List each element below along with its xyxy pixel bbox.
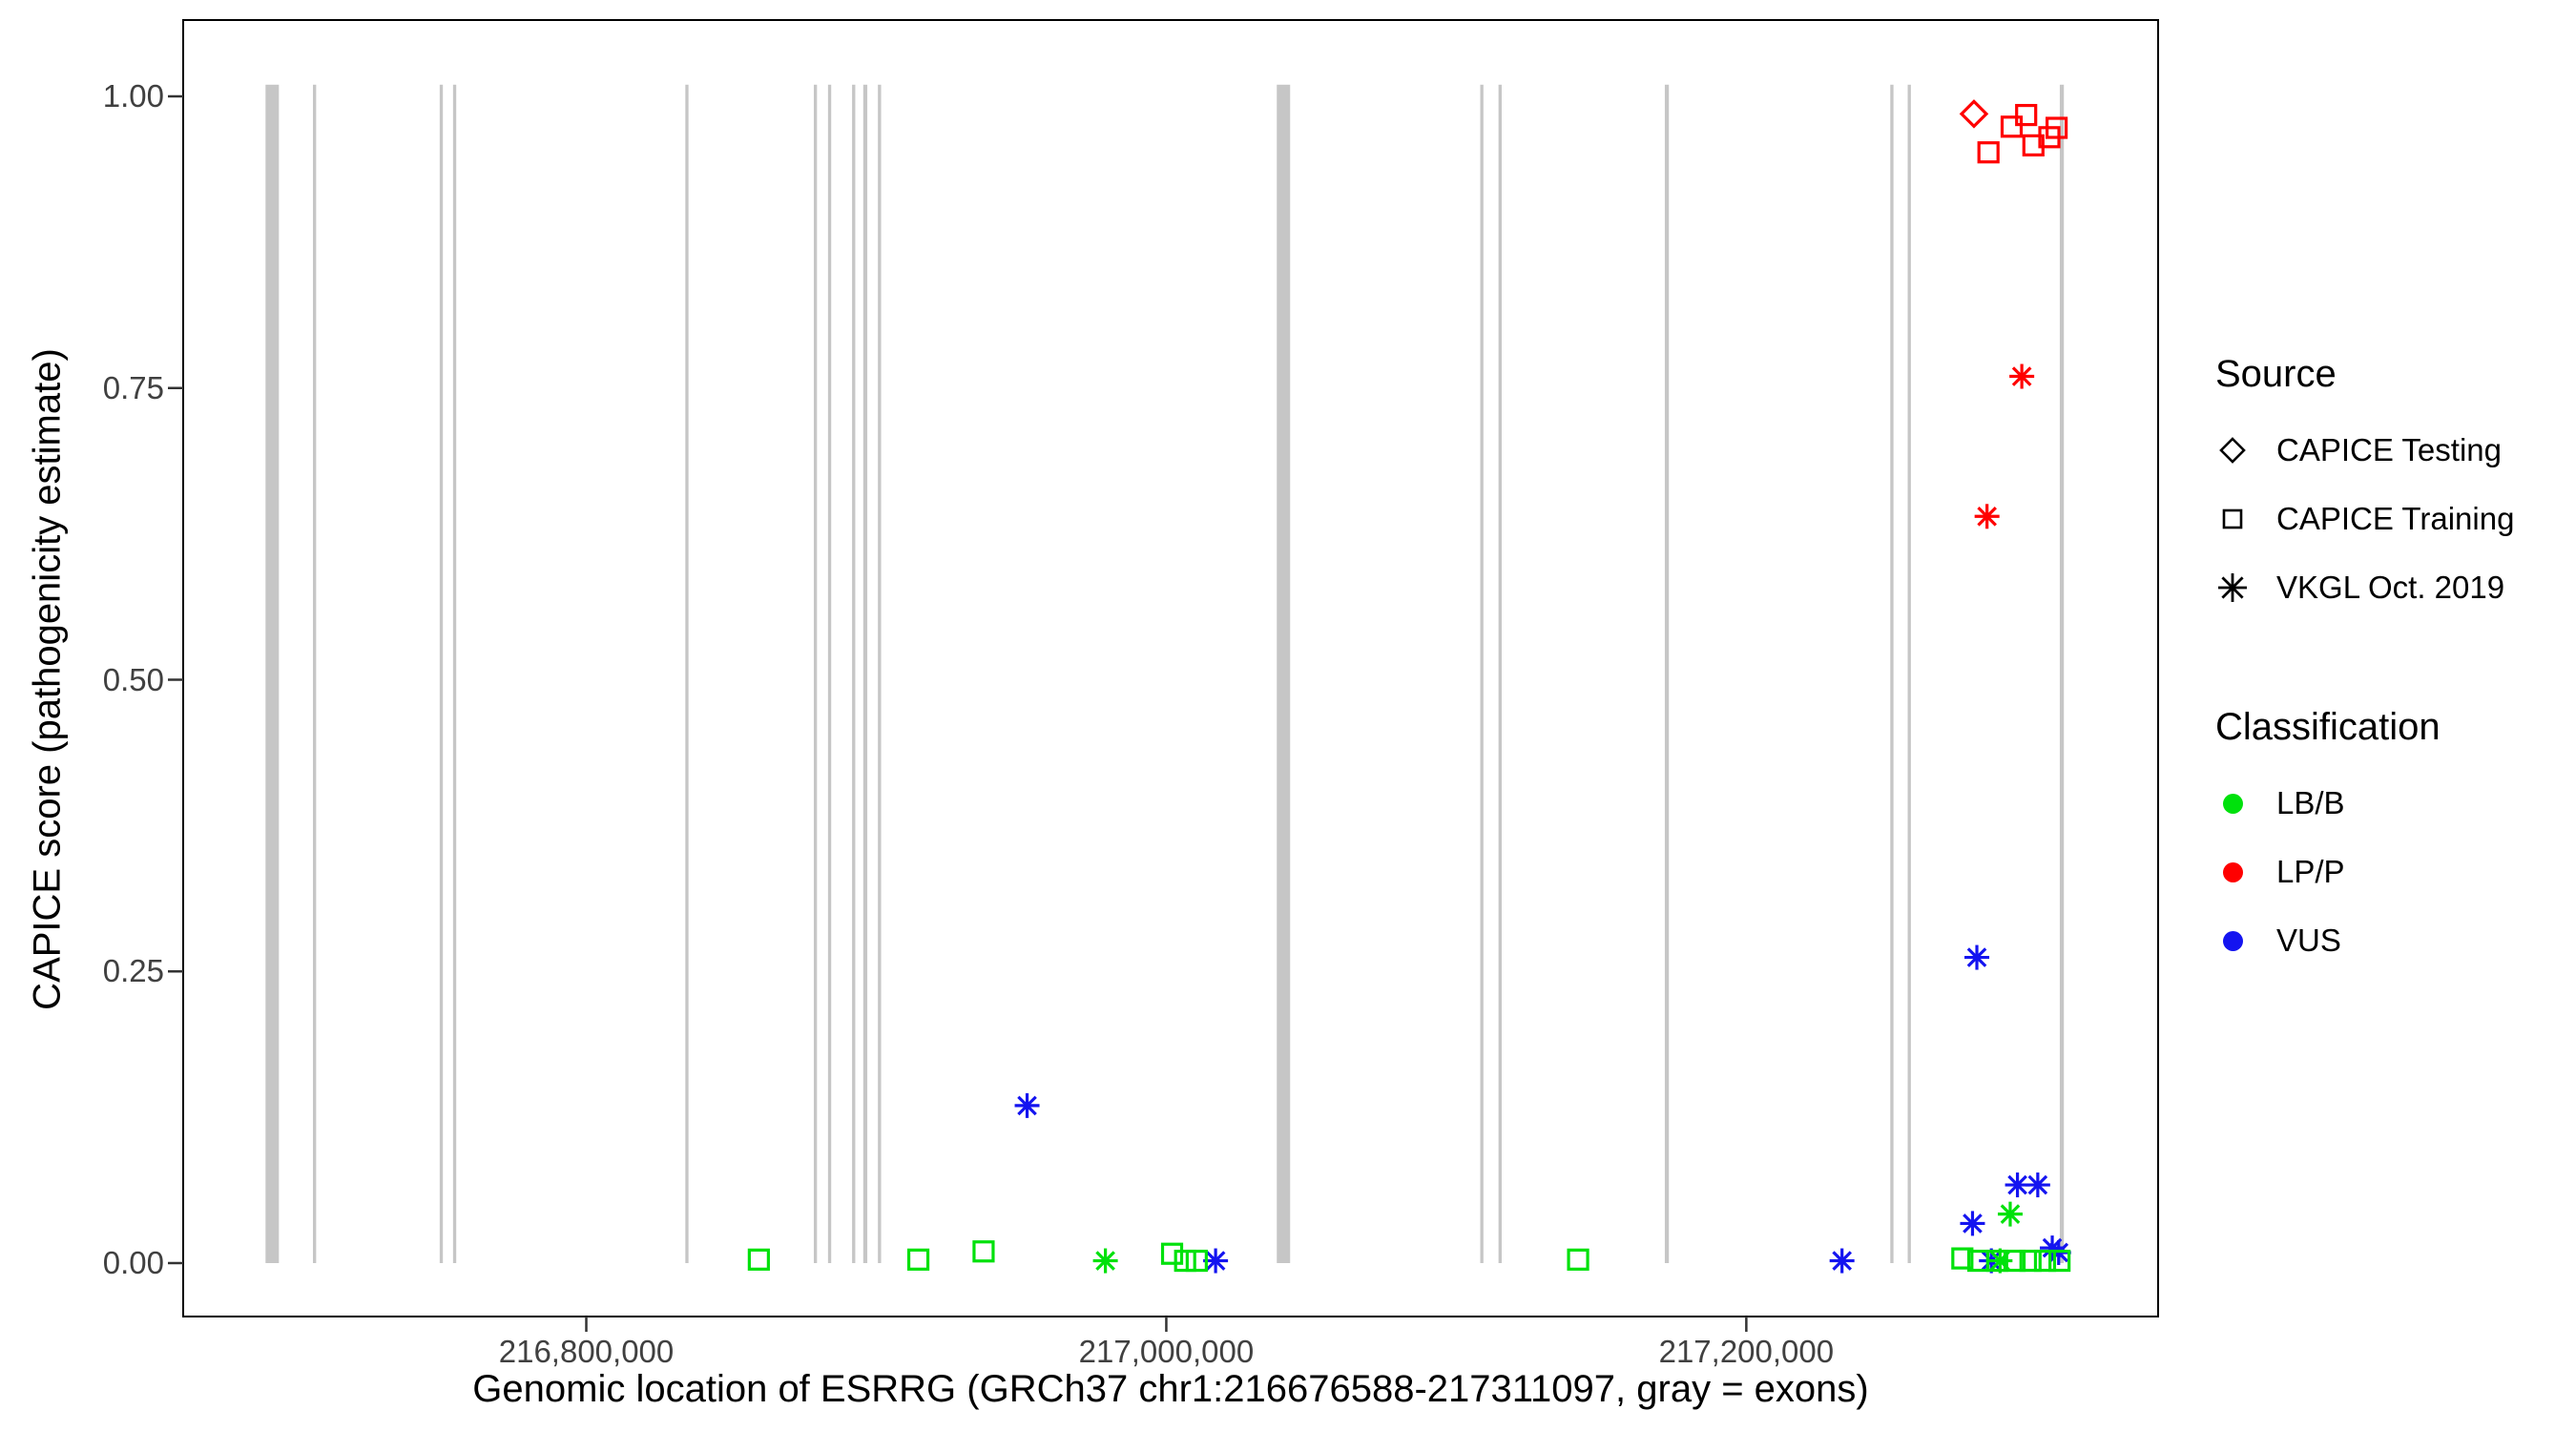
square-icon — [2215, 502, 2250, 536]
legend-title-classification: Classification — [2215, 706, 2441, 748]
exon-bar — [1907, 84, 1911, 1263]
exon-bar — [1664, 84, 1670, 1263]
data-point — [972, 1240, 995, 1263]
x-axis-title: Genomic location of ESRRG (GRCh37 chr1:2… — [472, 1368, 1869, 1410]
data-point — [2003, 1249, 2026, 1273]
y-tick-label: 0.50 — [102, 661, 164, 697]
blue-dot-icon — [2215, 923, 2250, 958]
exon-bar — [452, 84, 457, 1263]
data-point — [2000, 115, 2024, 138]
x-tick-label: 216,800,000 — [498, 1334, 675, 1369]
classification-dot — [2222, 793, 2243, 814]
green-dot-icon — [2215, 786, 2250, 820]
data-point — [1092, 1248, 1118, 1274]
legend-item-capice-testing: CAPICE Testing — [2215, 416, 2514, 485]
data-point — [1567, 1248, 1589, 1271]
exon-bar — [439, 84, 444, 1263]
legend-item-lbb: LB/B — [2215, 769, 2514, 838]
data-point — [747, 1248, 770, 1271]
data-point — [1974, 504, 2000, 529]
exon-bar — [1498, 84, 1502, 1263]
data-point — [2046, 116, 2068, 139]
data-point — [1960, 1211, 1985, 1236]
exon-bar — [313, 84, 317, 1263]
classification-dot — [2222, 930, 2243, 951]
legend-title-source: Source — [2215, 353, 2337, 395]
data-point — [1964, 944, 1990, 970]
y-tick-label: 0.75 — [102, 369, 164, 405]
exon-bar — [2059, 84, 2065, 1263]
data-point — [1997, 1201, 2023, 1227]
legend-label: CAPICE Testing — [2276, 432, 2502, 467]
legend-group-classification: Classification LB/B LP/P VUS — [2215, 704, 2514, 975]
y-tick-label: 1.00 — [102, 78, 164, 114]
exon-bar — [1890, 84, 1894, 1263]
data-point — [1160, 1242, 1184, 1265]
diamond-icon — [2215, 433, 2250, 467]
legend-label: LB/B — [2276, 785, 2345, 820]
legend-item-capice-training: CAPICE Training — [2215, 485, 2514, 553]
panel-border — [182, 19, 2159, 1317]
data-point — [1977, 141, 2000, 164]
data-point — [906, 1248, 930, 1271]
data-point — [2025, 1172, 2050, 1198]
data-point — [1951, 1247, 1974, 1270]
legend: Source CAPICE Testing CAPICE Training VK… — [2215, 351, 2514, 975]
y-tick-label: 0.00 — [102, 1245, 164, 1280]
data-point — [2009, 363, 2035, 389]
y-tick-label: 0.25 — [102, 953, 164, 989]
exon-bar — [813, 84, 818, 1263]
exon-bar — [1277, 84, 1291, 1263]
data-point — [2015, 103, 2038, 127]
x-tick-label: 217,000,000 — [1078, 1334, 1255, 1369]
legend-item-vkgl: VKGL Oct. 2019 — [2215, 553, 2514, 622]
data-point — [2048, 1249, 2071, 1273]
exon-bar — [265, 84, 280, 1263]
legend-label: VUS — [2276, 923, 2341, 958]
data-point — [1985, 1249, 2008, 1273]
legend-label: LP/P — [2276, 854, 2345, 889]
legend-group-source: Source CAPICE Testing CAPICE Training VK… — [2215, 351, 2514, 622]
legend-item-lpp: LP/P — [2215, 838, 2514, 906]
exon-bar — [685, 84, 689, 1263]
legend-label: CAPICE Training — [2276, 501, 2515, 536]
exon-bar — [878, 84, 882, 1263]
asterisk-icon — [2215, 570, 2250, 605]
data-point — [1185, 1249, 1208, 1273]
data-point — [1959, 99, 1989, 129]
exon-bar — [827, 84, 832, 1263]
legend-item-vus: VUS — [2215, 906, 2514, 975]
red-dot-icon — [2215, 855, 2250, 889]
exon-bar — [1480, 84, 1484, 1263]
classification-dot — [2222, 861, 2243, 882]
data-point — [1829, 1248, 1855, 1274]
data-point — [1014, 1092, 1040, 1118]
legend-label: VKGL Oct. 2019 — [2276, 570, 2505, 605]
exon-bar — [852, 84, 856, 1263]
data-point — [2019, 1249, 2042, 1273]
exon-bar — [862, 84, 868, 1263]
data-point — [2033, 1249, 2057, 1273]
data-point — [1174, 1249, 1196, 1273]
x-tick-label: 217,200,000 — [1658, 1334, 1835, 1369]
